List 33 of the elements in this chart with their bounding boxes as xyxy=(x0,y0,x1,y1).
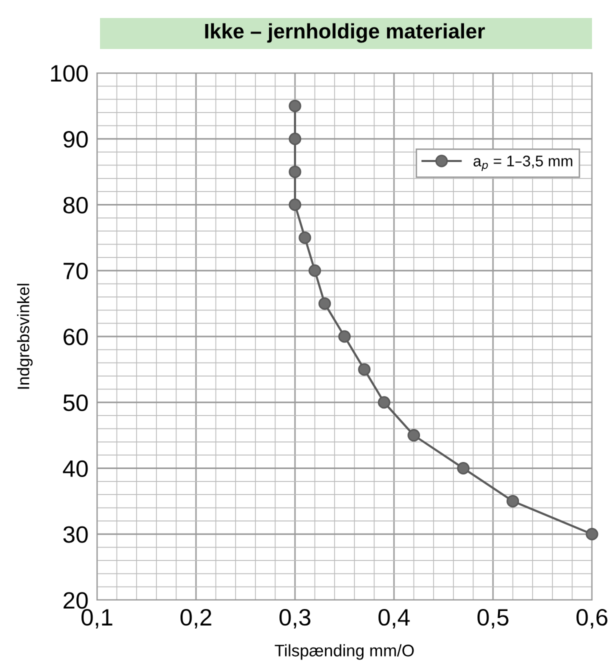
x-tick-label: 0,2 xyxy=(180,608,212,628)
point xyxy=(338,330,351,343)
point xyxy=(288,100,302,112)
y-tick-label: 20 xyxy=(64,592,88,609)
point xyxy=(288,132,302,146)
y-axis-title: Indgrebsvinkel xyxy=(17,284,33,389)
x-axis-title: Tilspænding mm/O xyxy=(274,644,414,660)
legend-label: a$_{p}$ = 1–3,5 mm xyxy=(474,156,572,172)
point xyxy=(586,528,598,540)
point xyxy=(506,494,520,508)
point xyxy=(288,198,302,211)
point xyxy=(457,462,470,474)
point xyxy=(308,264,322,277)
y-tick-label: 30 xyxy=(63,526,88,543)
x-tick-label: 0,5 xyxy=(478,608,508,628)
y-tick-label: 40 xyxy=(62,460,88,478)
x-tick-label: 0,6 xyxy=(576,608,608,628)
x-tick-label: 0,3 xyxy=(280,608,310,628)
point xyxy=(408,429,420,442)
point xyxy=(378,396,390,409)
y-tick-label: 90 xyxy=(64,130,88,148)
point xyxy=(288,166,302,178)
y-tick-label: 80 xyxy=(63,196,88,214)
point xyxy=(358,363,371,376)
y-tick-label: 60 xyxy=(64,328,88,346)
x-tick-label: 0,4 xyxy=(378,608,410,628)
chart-title: Ikke – jernholdige materialer xyxy=(205,23,485,43)
x-tick-label: 0,1 xyxy=(82,608,112,628)
point xyxy=(298,231,312,244)
y-tick-label: 100 xyxy=(51,65,88,82)
y-tick-label: 70 xyxy=(64,262,88,280)
y-tick-label: 50 xyxy=(63,394,88,412)
point xyxy=(318,297,331,310)
